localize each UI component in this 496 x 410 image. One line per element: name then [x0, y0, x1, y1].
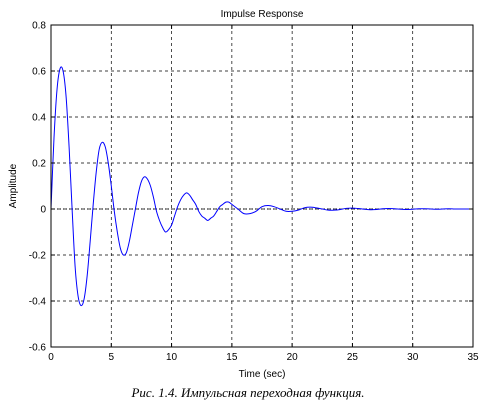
x-tick-label: 20	[287, 352, 299, 363]
y-tick-label: -0.6	[29, 343, 47, 354]
x-tick-label: 15	[226, 352, 238, 363]
x-tick-label: 10	[166, 352, 178, 363]
figure-caption: Рис. 1.4. Импульсная переходная функция.	[131, 385, 365, 400]
series-layer	[50, 66, 473, 307]
y-tick-label: 0.4	[32, 113, 46, 124]
y-axis-title: Amplitude	[8, 163, 19, 208]
y-tick-label: -0.2	[29, 251, 47, 262]
x-tick-label: 0	[48, 352, 54, 363]
x-tick-labels: 0 5 10 15 20 25 30 35	[48, 352, 479, 363]
y-tick-label: -0.4	[29, 297, 47, 308]
ticks	[50, 24, 474, 348]
y-tick-label: 0.8	[32, 21, 46, 32]
x-tick-label: 25	[347, 352, 359, 363]
grid	[51, 25, 473, 347]
plot-frame	[50, 24, 474, 348]
y-tick-label: 0.2	[32, 159, 46, 170]
y-tick-label: 0	[40, 205, 46, 216]
impulse-response-chart: 0 5 10 15 20 25 30 35 -0.6 -0.4 -0.2 0 0.2 0.4 0.6 0.8…	[8, 9, 479, 380]
y-tick-labels: -0.6 -0.4 -0.2 0 0.2 0.4 0.6 0.8	[29, 21, 47, 354]
x-tick-label: 35	[467, 352, 479, 363]
x-axis-title: Time (sec)	[239, 369, 286, 380]
chart-title: Impulse Response	[221, 9, 304, 20]
x-tick-label: 5	[109, 352, 115, 363]
y-tick-label: 0.6	[32, 67, 46, 78]
impulse-response-line	[50, 66, 473, 307]
x-tick-label: 30	[407, 352, 419, 363]
